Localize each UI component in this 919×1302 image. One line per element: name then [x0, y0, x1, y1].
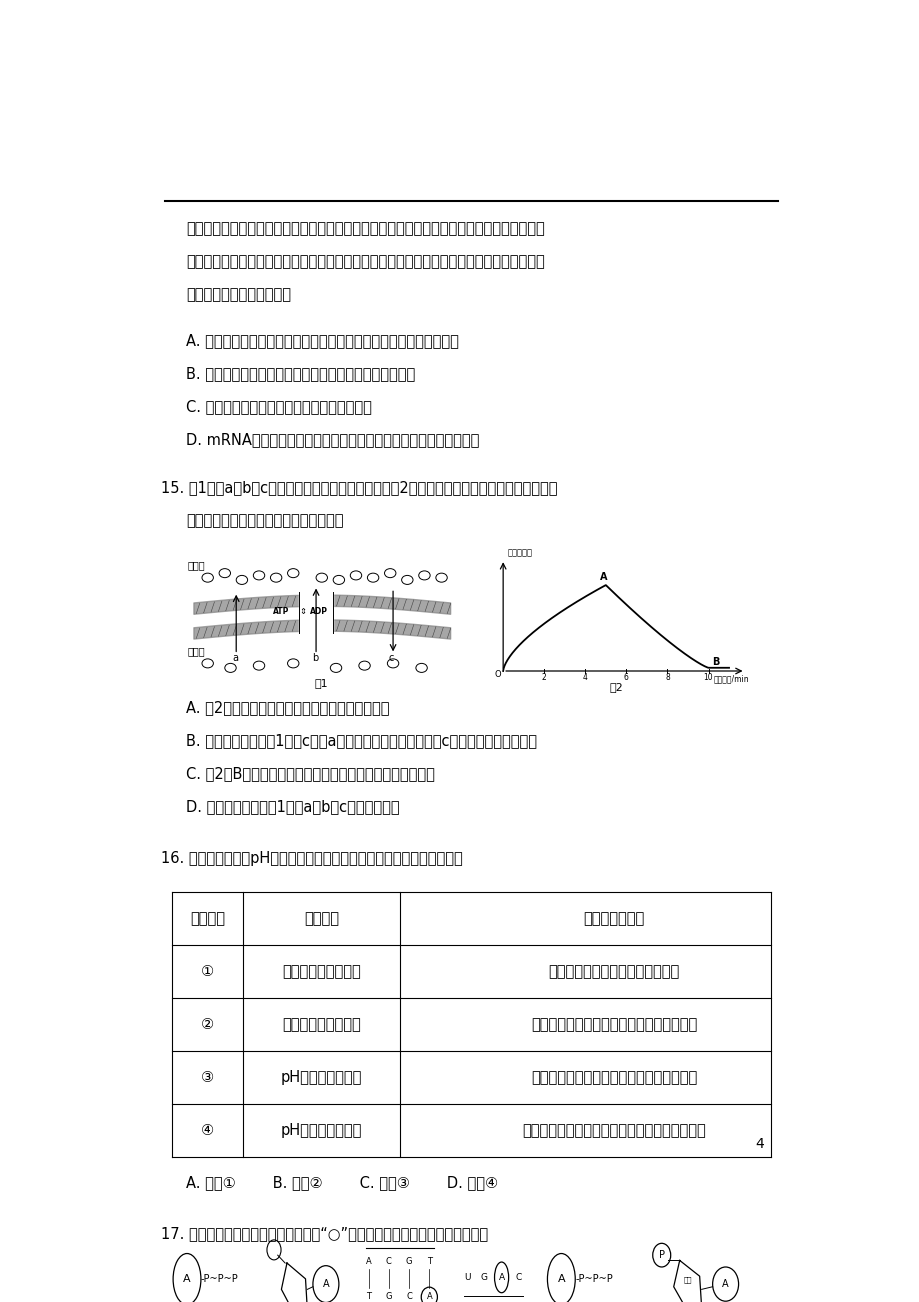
- Text: 新制的蔗糖酶溶液、可溶性淠粉溶液、碘液: 新制的蔗糖酶溶液、可溶性淠粉溶液、碘液: [530, 1070, 697, 1085]
- Text: 据此分析正确的是（　　）: 据此分析正确的是（ ）: [186, 288, 291, 302]
- Text: 实验编号: 实验编号: [190, 911, 225, 926]
- Text: 17. 在下列几种化合物的化学组成中，“○”中所对应的含义最接近的是（　　）: 17. 在下列几种化合物的化学组成中，“○”中所对应的含义最接近的是（ ）: [161, 1226, 488, 1242]
- Text: pH对酶活性的影响: pH对酶活性的影响: [281, 1070, 362, 1085]
- Text: A. 核膜由两层磷脂分子组成，核孔复合物与核膜内外的信息交流有关: A. 核膜由两层磷脂分子组成，核孔复合物与核膜内外的信息交流有关: [186, 333, 459, 348]
- Text: 的变化情况。下列叙述错误的是（　　）: 的变化情况。下列叙述错误的是（ ）: [186, 513, 344, 529]
- Text: 16. 为了探究温度、pH对酶活性的影响，下列实验设计合理的是（　　）: 16. 为了探究温度、pH对酶活性的影响，下列实验设计合理的是（ ）: [161, 850, 462, 866]
- Text: A. 图2表示的植物细胞可发生质壁分离和复原过程: A. 图2表示的植物细胞可发生质壁分离和复原过程: [186, 700, 390, 715]
- Text: ②: ②: [201, 1017, 214, 1032]
- Text: 新制的淠粉酶溶液、可溶性淠粉溶液、斑林试剂: 新制的淠粉酶溶液、可溶性淠粉溶液、斑林试剂: [522, 1124, 705, 1138]
- Text: pH对酶活性的影响: pH对酶活性的影响: [281, 1124, 362, 1138]
- Text: C. 核孔复合物的存在，说明核膜也具有选择性: C. 核孔复合物的存在，说明核膜也具有选择性: [186, 398, 372, 414]
- Text: ①: ①: [201, 963, 214, 979]
- Text: B. 某种药物只抑制图1中的c而对a无影响，说明该药物抑制了c运输过程中载体的作用: B. 某种药物只抑制图1中的c而对a无影响，说明该药物抑制了c运输过程中载体的作…: [186, 733, 537, 749]
- Text: 选用材料与试剂: 选用材料与试剂: [583, 911, 644, 926]
- Text: 温度对酶活性的影响: 温度对酶活性的影响: [282, 963, 361, 979]
- Text: 架组成，其具有选择性的输送机制由大量贴在该脚手架内面的蛋白组成，称为中央运输蛋白。: 架组成，其具有选择性的输送机制由大量贴在该脚手架内面的蛋白组成，称为中央运输蛋白…: [186, 254, 544, 270]
- Text: 探究课题: 探究课题: [304, 911, 339, 926]
- Text: ③: ③: [201, 1070, 214, 1085]
- Text: 温度对酶活性的影响: 温度对酶活性的影响: [282, 1017, 361, 1032]
- Text: ④: ④: [201, 1124, 214, 1138]
- Text: A. 实验①        B. 实验②        C. 实验③        D. 实验④: A. 实验① B. 实验② C. 实验③ D. 实验④: [186, 1176, 498, 1190]
- Text: B. 人体成熟的红细胞中核孔数目较少，影响到物质的运输: B. 人体成熟的红细胞中核孔数目较少，影响到物质的运输: [186, 366, 415, 380]
- Text: 过氧化氢溶液、新鲜的肝脏研磨液: 过氧化氢溶液、新鲜的肝脏研磨液: [548, 963, 679, 979]
- Text: D. 若温度降低，对图1中的a、b、c都会造成影响: D. 若温度降低，对图1中的a、b、c都会造成影响: [186, 799, 400, 815]
- Text: 新制的淠粉酶溶液、可溶性淠粉溶液、碘液: 新制的淠粉酶溶液、可溶性淠粉溶液、碘液: [530, 1017, 697, 1032]
- Text: C. 图2中B点细胞液浓度最低，此时无水分子从外界进入细胞: C. 图2中B点细胞液浓度最低，此时无水分子从外界进入细胞: [186, 767, 435, 781]
- Text: 4: 4: [754, 1137, 763, 1151]
- Text: 15. 图1中的a、b、c表示几种物质跨膜运输的方式，图2表示放置在某溶液中的植物细胞失水量: 15. 图1中的a、b、c表示几种物质跨膜运输的方式，图2表示放置在某溶液中的植…: [161, 480, 557, 495]
- Text: D. mRNA在细胞核内合成后通过核孔运出细胞核是不需要消耗能量的: D. mRNA在细胞核内合成后通过核孔运出细胞核是不需要消耗能量的: [186, 432, 479, 447]
- Text: 复合物，它是细胞质与细胞核内物质输送活动的看护者。如图所示，该复合物由一个核心脚手: 复合物，它是细胞质与细胞核内物质输送活动的看护者。如图所示，该复合物由一个核心脚…: [186, 221, 544, 237]
